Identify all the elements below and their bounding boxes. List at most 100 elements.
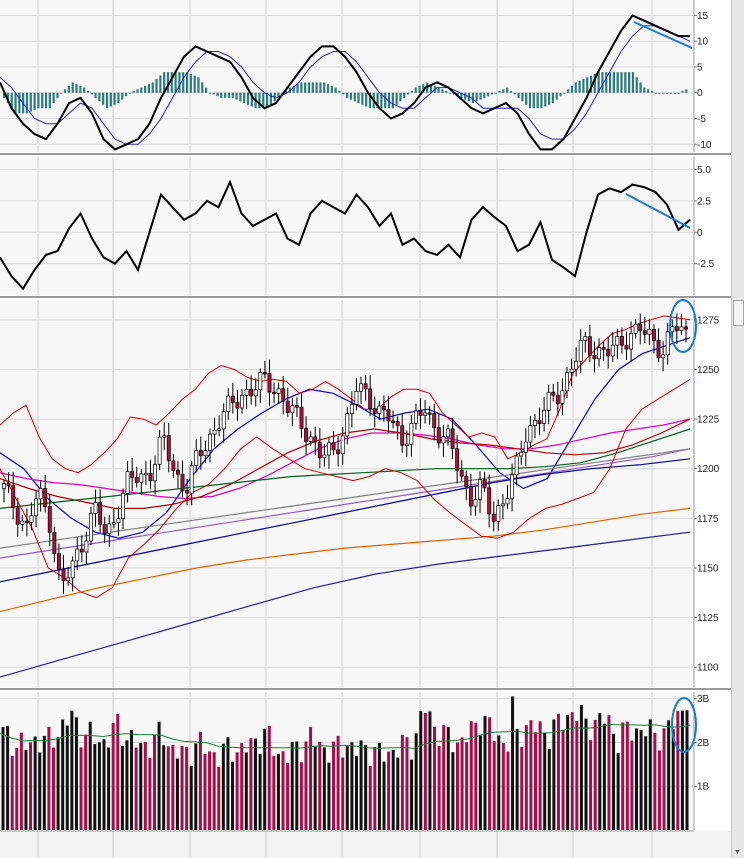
candle-body [180, 473, 185, 491]
candle-body [560, 390, 565, 404]
candle-body [473, 499, 478, 507]
volume-highlight-circle [671, 697, 697, 753]
scrollbar-thumb[interactable] [733, 300, 744, 326]
macd-histogram-bar [582, 79, 585, 93]
macd-histogram-bar [635, 77, 638, 93]
macd-histogram-bar [677, 92, 680, 94]
volume-bar [10, 755, 14, 830]
volume-bar [354, 756, 358, 830]
price-panel-tick-label-7: 1100 [697, 663, 719, 674]
macd-histogram-bar [502, 89, 505, 93]
candle-body [450, 428, 455, 449]
macd-histogram-bar [601, 72, 604, 93]
volume-bar [189, 765, 193, 830]
macd-histogram-bar [285, 91, 288, 93]
macd-histogram-bar [155, 79, 158, 93]
volume-bar [593, 719, 597, 830]
volume-bar [336, 735, 340, 830]
volume-bar [15, 747, 19, 830]
volume-bar [534, 732, 538, 830]
candle-body [340, 435, 345, 455]
macd-histogram-bar [10, 92, 13, 109]
volume-bar [602, 723, 606, 830]
macd-histogram-bar [128, 92, 131, 94]
volume-bar [47, 726, 51, 830]
macd-histogram-bar [574, 82, 577, 93]
candle-body [20, 520, 25, 525]
macd-histogram-bar [464, 92, 467, 100]
volume-bar [423, 712, 427, 830]
candle-body [230, 395, 235, 403]
macd-histogram-bar [75, 84, 78, 93]
macd-histogram-bar [56, 92, 59, 98]
volume-bar [29, 742, 33, 830]
volume-bar [547, 748, 551, 830]
volume-bar [437, 746, 441, 830]
volume-bar [240, 743, 244, 830]
candle-body [34, 498, 38, 517]
macd-histogram-bar [669, 92, 673, 94]
macd-histogram-bar [319, 82, 322, 93]
candle-body [267, 373, 272, 393]
volume-bar [589, 740, 593, 830]
volume-bar [217, 766, 221, 830]
candle-body [285, 400, 290, 414]
volume-bar [88, 721, 92, 830]
volume-bar [579, 705, 583, 830]
moving-average-5 [0, 458, 691, 583]
price-panel-tick-label-1: 1250 [697, 365, 720, 376]
macd-histogram-bar [361, 92, 364, 105]
volume-bar [630, 740, 634, 830]
macd-histogram-bar [204, 87, 208, 93]
volume-bar [143, 741, 147, 830]
macd-histogram-bar [479, 92, 482, 100]
volume-bar [120, 745, 124, 830]
candle-body [546, 391, 551, 411]
macd-histogram-bar [342, 92, 345, 95]
scroll-down-arrow-icon[interactable]: ▼ [734, 849, 741, 856]
macd-histogram-bar [517, 92, 520, 98]
volume-bar [203, 753, 207, 830]
candle-body [221, 411, 226, 430]
moving-average-8 [0, 448, 691, 549]
macd-panel-tick-label-4: -5 [697, 114, 706, 125]
volume-bar [263, 728, 267, 830]
candle-body [537, 420, 542, 424]
candle-body [647, 329, 652, 335]
volume-bar [680, 710, 684, 830]
macd-line [0, 14, 690, 151]
macd-histogram-bar [563, 92, 566, 94]
macd-histogram-bar [224, 92, 227, 98]
macd-histogram-bar [650, 91, 654, 93]
candle-body [134, 476, 139, 483]
macd-histogram-bar [14, 92, 17, 114]
vertical-scrollbar[interactable]: ▼ [731, 0, 744, 858]
macd-histogram-bar [589, 75, 593, 93]
volume-bar [662, 728, 666, 830]
macd-histogram-bar [612, 72, 615, 93]
macd-histogram-bar [380, 92, 383, 109]
price-panel-tick-label-2: 1225 [697, 415, 720, 426]
macd-histogram-bar [338, 91, 341, 93]
macd-histogram-bar [586, 77, 589, 93]
candle-body [111, 522, 116, 525]
volume-bar [648, 719, 652, 830]
candle-body [166, 435, 171, 462]
volume-bar [460, 737, 464, 830]
macd-histogram-bar [235, 92, 238, 100]
macd-histogram-bar [414, 87, 417, 93]
candle-body [446, 428, 450, 438]
macd-panel-tick-label-3: 0 [697, 88, 703, 99]
candle-body [413, 410, 418, 424]
price-panel-tick-label-3: 1200 [697, 464, 720, 475]
macd-histogram-bar [448, 92, 452, 94]
volume-bar [125, 740, 129, 830]
candle-body [427, 412, 432, 415]
volume-bar [474, 722, 478, 830]
volume-bar [166, 746, 170, 830]
volume-bar [492, 741, 496, 830]
volume-bar [84, 734, 88, 830]
candle-body [11, 485, 16, 509]
macd-panel-tick-label-5: -10 [697, 140, 712, 151]
